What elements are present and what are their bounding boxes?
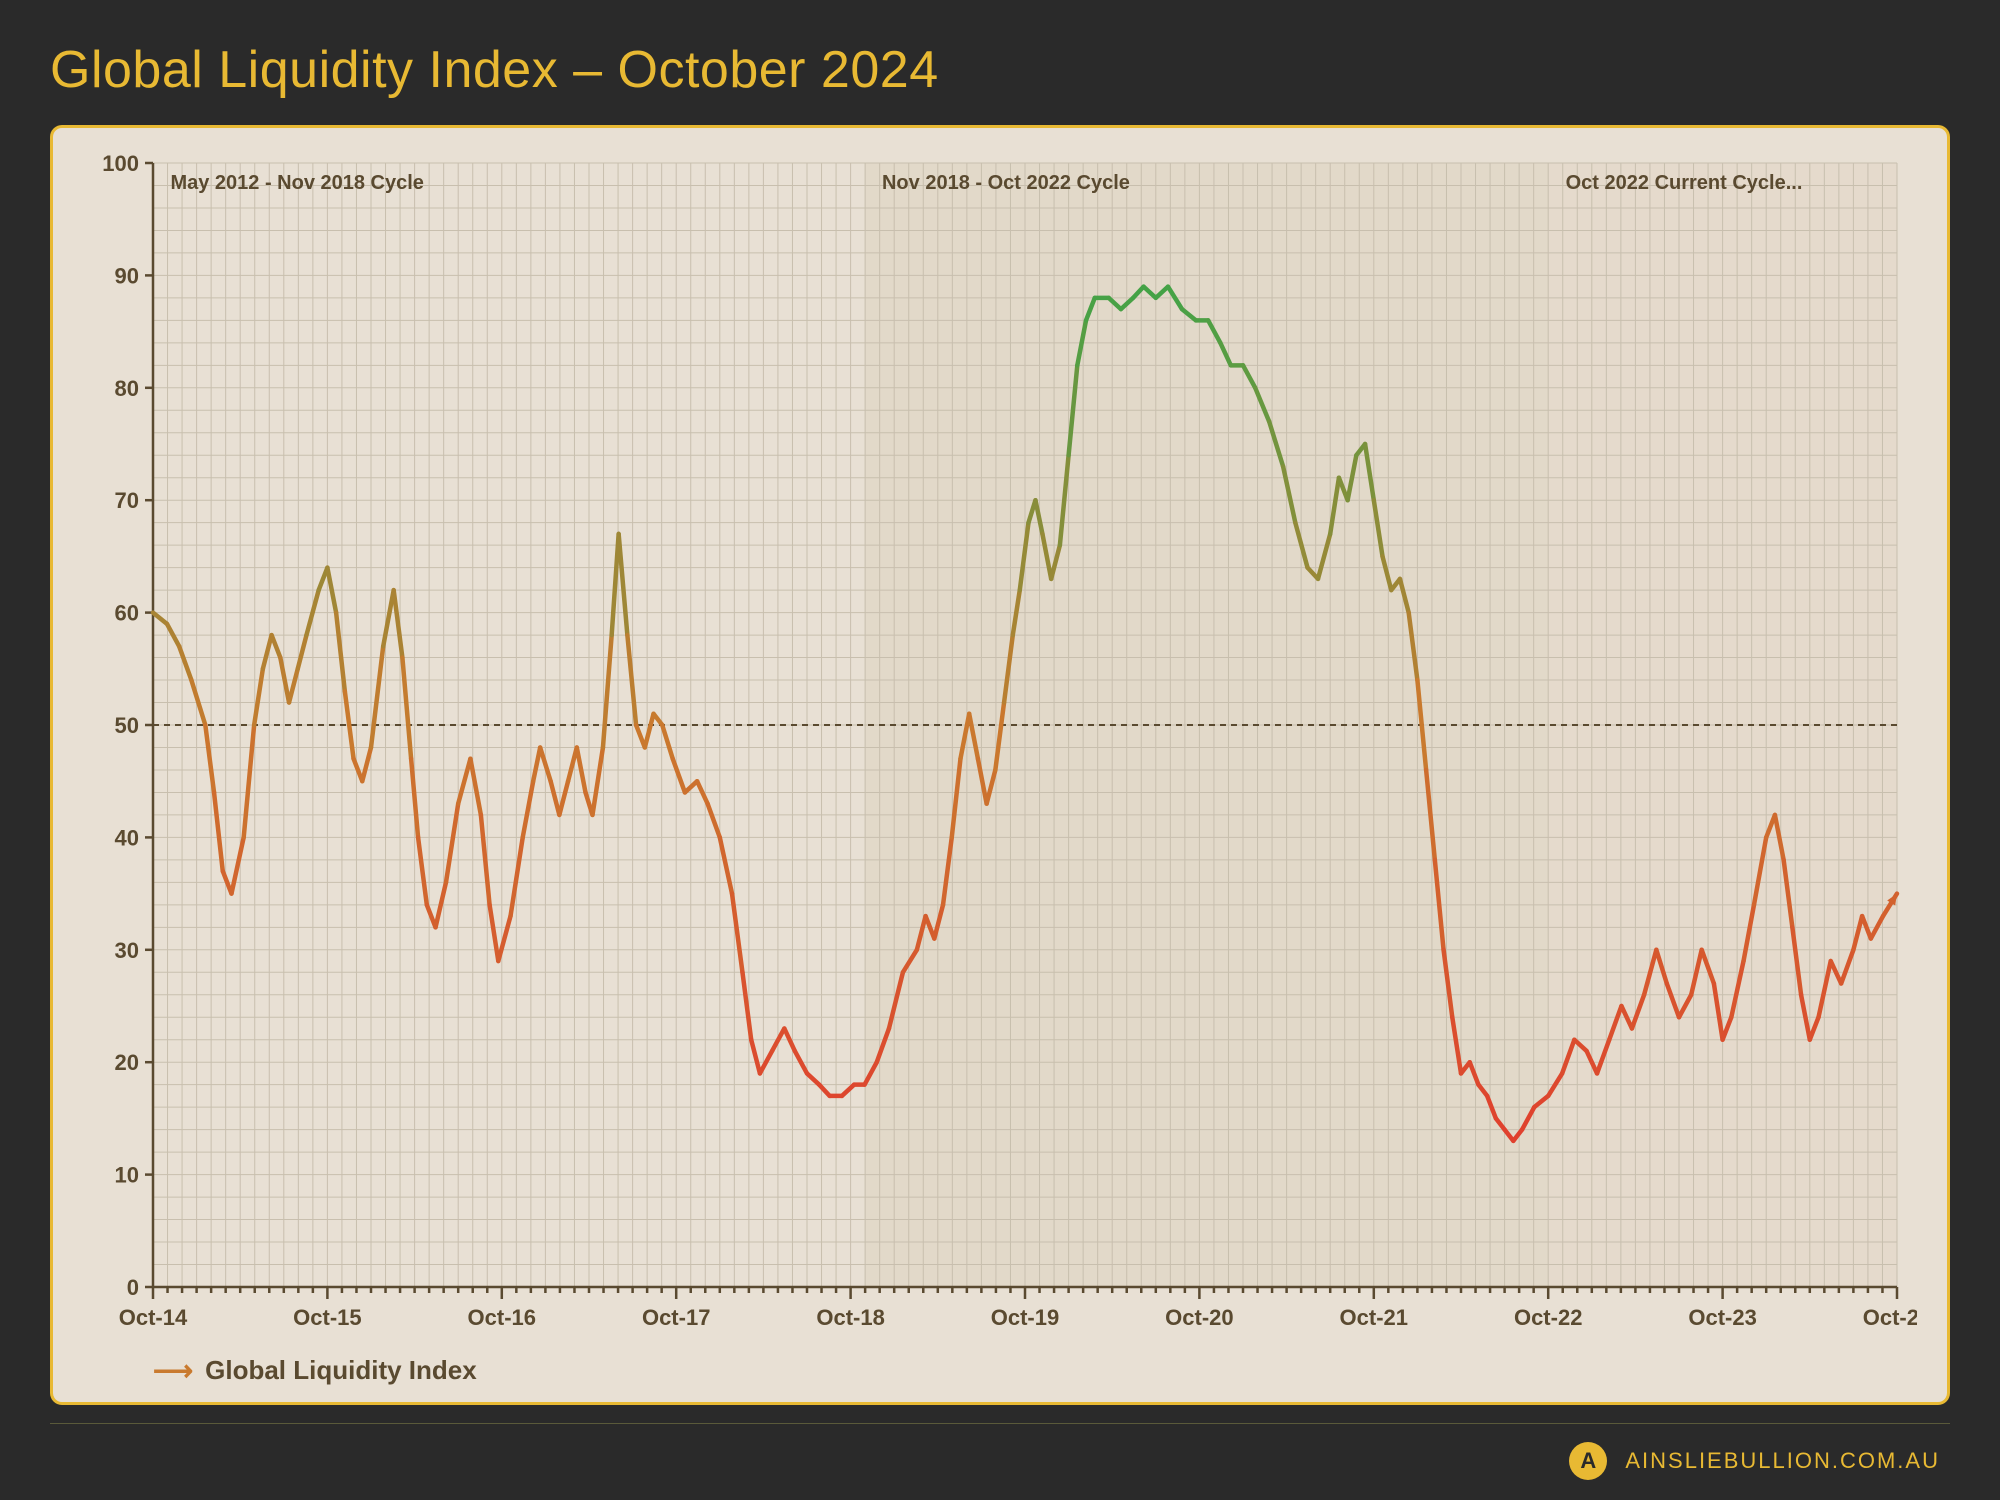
- ytick-label: 100: [102, 153, 139, 176]
- page-root: Global Liquidity Index – October 2024 0 1…: [0, 0, 2000, 1500]
- ytick-label: 60: [115, 601, 139, 626]
- xtick-label: Oct-16: [468, 1305, 536, 1330]
- footer: A AINSLIEBULLION.COM.AU: [50, 1423, 1950, 1480]
- ytick-label: 20: [115, 1050, 139, 1075]
- cycle-label: Oct 2022 Current Cycle...: [1566, 172, 1803, 194]
- ytick-label: 50: [115, 713, 139, 738]
- brand-logo-icon: A: [1569, 1442, 1607, 1480]
- xtick-label: Oct-15: [293, 1305, 361, 1330]
- ytick-label: 80: [115, 376, 139, 401]
- legend: ⟶ Global Liquidity Index: [83, 1342, 1917, 1387]
- xtick-label: Oct-17: [642, 1305, 710, 1330]
- liquidity-line-chart: 0 10 20 30 40 50 60 70 80 90 100 Oct-14 Oct-15 Oct-16…: [83, 153, 1917, 1342]
- brand-logo-letter: A: [1580, 1448, 1596, 1474]
- xtick-label: Oct-14: [119, 1305, 188, 1330]
- legend-arrow-icon: ⟶: [153, 1354, 193, 1387]
- xtick-label: Oct-23: [1688, 1305, 1756, 1330]
- legend-label: Global Liquidity Index: [205, 1355, 477, 1386]
- xtick-label: Oct-19: [991, 1305, 1059, 1330]
- chart-plot-area: 0 10 20 30 40 50 60 70 80 90 100 Oct-14 Oct-15 Oct-16…: [83, 153, 1917, 1342]
- xtick-label: Oct-18: [816, 1305, 884, 1330]
- cycle-label: Nov 2018 - Oct 2022 Cycle: [882, 172, 1130, 194]
- page-title: Global Liquidity Index – October 2024: [50, 40, 1950, 100]
- ytick-label: 0: [127, 1275, 139, 1300]
- ytick-label: 10: [115, 1163, 139, 1188]
- ytick-label: 40: [115, 825, 139, 850]
- xtick-label: Oct-22: [1514, 1305, 1582, 1330]
- xtick-label: Oct-20: [1165, 1305, 1233, 1330]
- ytick-label: 70: [115, 488, 139, 513]
- ytick-label: 30: [115, 938, 139, 963]
- footer-site-url: AINSLIEBULLION.COM.AU: [1625, 1448, 1940, 1474]
- xtick-label: Oct-24: [1863, 1305, 1917, 1330]
- ytick-label: 90: [115, 263, 139, 288]
- chart-frame: 0 10 20 30 40 50 60 70 80 90 100 Oct-14 Oct-15 Oct-16…: [50, 125, 1950, 1405]
- xtick-label: Oct-21: [1340, 1305, 1408, 1330]
- cycle-label: May 2012 - Nov 2018 Cycle: [170, 172, 424, 194]
